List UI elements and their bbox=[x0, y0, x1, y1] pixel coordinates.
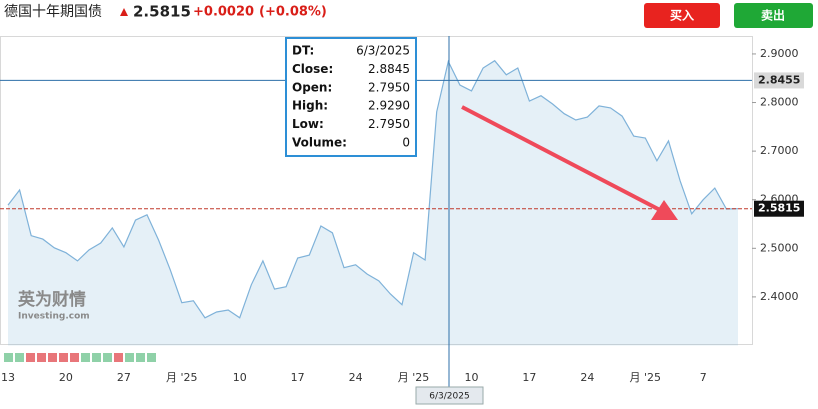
tooltip-value: 6/3/2025 bbox=[356, 44, 410, 58]
price: 2.5815 bbox=[133, 3, 191, 21]
tooltip-value: 2.9290 bbox=[368, 99, 410, 113]
annotation-arrow bbox=[461, 105, 661, 212]
x-tick-label: 月 '25 bbox=[166, 371, 198, 384]
tooltip-value: 0 bbox=[402, 136, 410, 150]
change-pct: (+0.08%) bbox=[259, 5, 327, 20]
vol-box bbox=[15, 353, 24, 362]
x-tick-label: 10 bbox=[233, 371, 247, 384]
vol-box bbox=[81, 353, 90, 362]
buy-label: 买入 bbox=[670, 9, 694, 23]
reference-label: 2.5815 bbox=[758, 202, 800, 215]
x-tick-label: 10 bbox=[464, 371, 478, 384]
x-tick-label: 13 bbox=[1, 371, 15, 384]
tooltip-key: DT: bbox=[292, 44, 314, 58]
vol-box bbox=[48, 353, 57, 362]
tooltip-value: 2.7950 bbox=[368, 117, 410, 131]
y-tick-label: 2.7000 bbox=[760, 144, 799, 157]
vol-box bbox=[125, 353, 134, 362]
vol-box bbox=[70, 353, 79, 362]
tooltip-rows: DT: 6/3/2025 Close: 2.8845 Open: 2.7950 High: 2… bbox=[292, 44, 410, 150]
tooltip-key: Low: bbox=[292, 117, 324, 131]
y-tick-label: 2.4000 bbox=[760, 290, 799, 303]
volume-strip bbox=[4, 353, 156, 362]
tooltip-key: Open: bbox=[292, 80, 332, 94]
price-line bbox=[7, 59, 739, 319]
sell-label: 卖出 bbox=[761, 8, 785, 23]
x-tick-label: 17 bbox=[522, 371, 536, 384]
vol-box bbox=[4, 353, 13, 362]
vol-box bbox=[147, 353, 156, 362]
up-arrow bbox=[120, 8, 128, 16]
y-tick-label: 2.8000 bbox=[760, 96, 799, 109]
watermark-en: Investing.com bbox=[18, 312, 90, 322]
tooltip-key: Volume: bbox=[292, 136, 347, 150]
tooltip-value: 2.8845 bbox=[368, 62, 410, 76]
crosshair-label-box bbox=[415, 386, 484, 405]
vol-box bbox=[26, 353, 35, 362]
tooltip bbox=[285, 37, 417, 157]
instrument-title: 德国十年期国债 bbox=[4, 4, 102, 20]
plot-border bbox=[0, 36, 753, 345]
vol-box bbox=[59, 353, 68, 362]
buy-button[interactable] bbox=[644, 3, 720, 28]
vol-box bbox=[92, 353, 101, 362]
reference-label-box bbox=[754, 72, 804, 89]
x-tick-label: 7 bbox=[700, 371, 707, 384]
x-tick-label: 月 '25 bbox=[630, 371, 662, 384]
x-tick-label: 月 '25 bbox=[398, 371, 430, 384]
tooltip-key: Close: bbox=[292, 62, 333, 76]
y-tick-label: 2.5000 bbox=[760, 241, 799, 254]
x-tick-label: 17 bbox=[291, 371, 305, 384]
x-tick-label: 27 bbox=[117, 371, 131, 384]
x-tick-label: 24 bbox=[349, 371, 363, 384]
reference-label: 2.8455 bbox=[758, 73, 800, 86]
reference-label-box bbox=[754, 200, 804, 217]
annotation-arrowhead bbox=[651, 200, 678, 220]
tooltip-value: 2.7950 bbox=[368, 80, 410, 94]
sell-button[interactable] bbox=[734, 3, 813, 28]
vol-box bbox=[103, 353, 112, 362]
crosshair-label: 6/3/2025 bbox=[429, 392, 469, 402]
change: +0.0020 bbox=[193, 5, 254, 20]
x-tick-label: 20 bbox=[59, 371, 73, 384]
x-tick-label: 24 bbox=[580, 371, 594, 384]
vol-box bbox=[37, 353, 46, 362]
vol-box bbox=[136, 353, 145, 362]
watermark-cn: 英为财情 bbox=[18, 289, 86, 310]
area-fill bbox=[8, 60, 738, 346]
tooltip-key: High: bbox=[292, 99, 328, 113]
vol-box bbox=[114, 353, 123, 362]
y-tick-label: 2.9000 bbox=[760, 47, 799, 60]
